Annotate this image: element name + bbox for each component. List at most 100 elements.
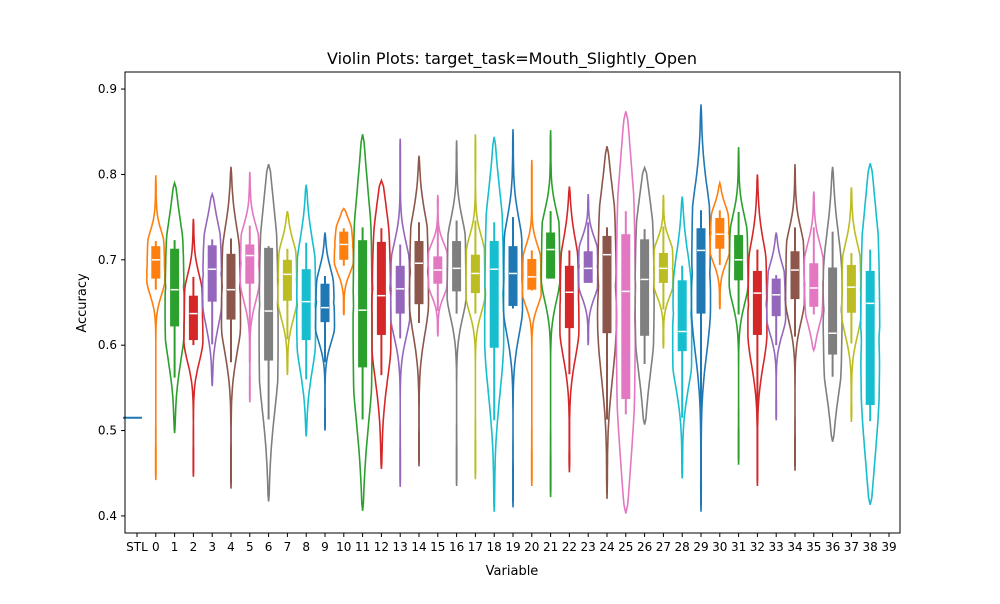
violin-body [615,111,637,514]
violin-22 [559,186,580,473]
violin-box [376,241,386,335]
y-tick-label: 0.5 [98,424,117,438]
violin-body [540,130,561,498]
y-tick-label: 0.8 [98,167,117,181]
violin-34 [784,164,806,471]
violin-box [583,251,593,283]
violin-25 [615,111,637,514]
violin-body [653,194,674,349]
violin-box [564,265,574,329]
violin-6 [258,164,279,502]
x-tick-label: 21 [543,540,558,554]
violin-body [239,171,261,403]
x-tick-label: 11 [355,540,370,554]
violin-body [841,187,862,423]
violin-38 [859,163,881,505]
violin-body [371,177,392,470]
violin-body [502,129,524,508]
violin-26 [634,165,655,425]
violin-body [634,165,655,425]
violin-box [715,217,725,249]
violin-body [521,159,542,487]
x-tick-label: 13 [393,540,408,554]
violin-box [677,280,687,352]
violin-body [277,211,298,376]
violin-box [846,264,856,313]
violin-box [752,270,762,335]
x-tick-label: 26 [637,540,652,554]
violin-body [765,232,787,421]
x-tick-label: 36 [825,540,840,554]
x-tick-label: 2 [190,540,198,554]
violin-body [559,186,580,473]
x-tick-label: 29 [693,540,708,554]
x-tick-label: 18 [487,540,502,554]
x-tick-label: 23 [581,540,596,554]
violin-body [295,184,317,437]
violin-box [452,241,462,292]
violin-body [577,194,599,346]
violin-10 [333,207,355,316]
violin-23 [577,194,599,346]
x-axis: STL 0 1 2 3 4 5 6 7 8 9 10 11 12 13 14 15 16 17 18 19 20 21 22 2… [126,533,897,554]
y-axis-label: Accuracy [75,273,90,333]
x-tick-label: 16 [449,540,464,554]
violin-box [790,251,800,300]
violin-box [339,231,349,260]
violin-box [865,270,875,405]
violin-1 [164,180,185,434]
x-tick-label: 35 [806,540,821,554]
violin-box [602,235,612,334]
violin-box [527,258,537,290]
violin-32 [747,174,768,487]
x-tick-label: 7 [284,540,292,554]
violin-9 [314,232,336,431]
violin-5 [239,171,261,403]
violin-19 [502,129,524,508]
x-tick-label: 6 [265,540,273,554]
violin-box [508,246,518,306]
violin-30 [709,179,731,310]
x-tick-label: 17 [468,540,483,554]
y-tick-label: 0.4 [98,509,117,523]
violin-0 [145,175,166,481]
x-tick-label: 27 [656,540,671,554]
x-tick-label: 28 [675,540,690,554]
x-tick-label: 31 [731,540,746,554]
violin-box [301,269,311,341]
violin-box [621,234,631,399]
violin-2 [183,218,204,477]
violin-box [188,295,198,341]
violin-17 [465,134,486,480]
violin-body [859,163,881,505]
violin-3 [201,191,223,387]
violin-body [314,232,336,431]
x-tick-label: 20 [524,540,539,554]
violin-37 [841,187,862,423]
x-tick-label: 25 [618,540,633,554]
violin-body [483,136,505,512]
x-tick-label: 34 [787,540,802,554]
violin-box [245,244,255,284]
x-tick-label: 33 [769,540,784,554]
y-tick-label: 0.9 [98,82,117,96]
x-tick-label: 14 [411,540,426,554]
violin-body [446,140,467,487]
violin-24 [596,146,618,499]
violin-20 [521,159,542,487]
violin-body [465,134,486,480]
x-tick-label: 24 [599,540,614,554]
violin-box [734,235,744,281]
violin-29 [690,104,712,512]
violin-body [183,218,204,477]
violin-body [220,166,242,489]
violin-box [489,241,499,348]
x-tick-label: 1 [171,540,179,554]
violin-box [358,240,368,368]
violin-box [546,232,556,279]
violin-body [145,175,166,481]
violin-body [671,196,693,479]
x-tick-label: 10 [336,540,351,554]
violin-4 [220,166,242,489]
